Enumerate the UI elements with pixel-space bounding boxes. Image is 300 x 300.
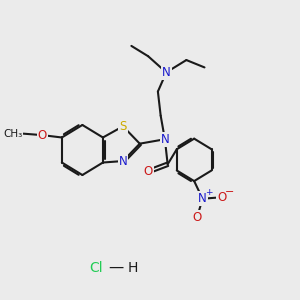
Text: O: O bbox=[192, 212, 202, 224]
Text: O: O bbox=[143, 165, 153, 178]
Text: H: H bbox=[128, 261, 138, 275]
Text: N: N bbox=[160, 133, 169, 146]
Text: N: N bbox=[118, 154, 127, 167]
Text: −: − bbox=[225, 187, 234, 197]
Text: —: — bbox=[108, 260, 124, 275]
Text: Cl: Cl bbox=[89, 261, 103, 275]
Text: N: N bbox=[162, 66, 171, 79]
Text: O: O bbox=[38, 129, 47, 142]
Text: N: N bbox=[198, 192, 207, 205]
Text: CH₃: CH₃ bbox=[4, 129, 23, 139]
Text: S: S bbox=[119, 120, 127, 133]
Text: O: O bbox=[217, 191, 226, 204]
Text: +: + bbox=[205, 188, 212, 197]
